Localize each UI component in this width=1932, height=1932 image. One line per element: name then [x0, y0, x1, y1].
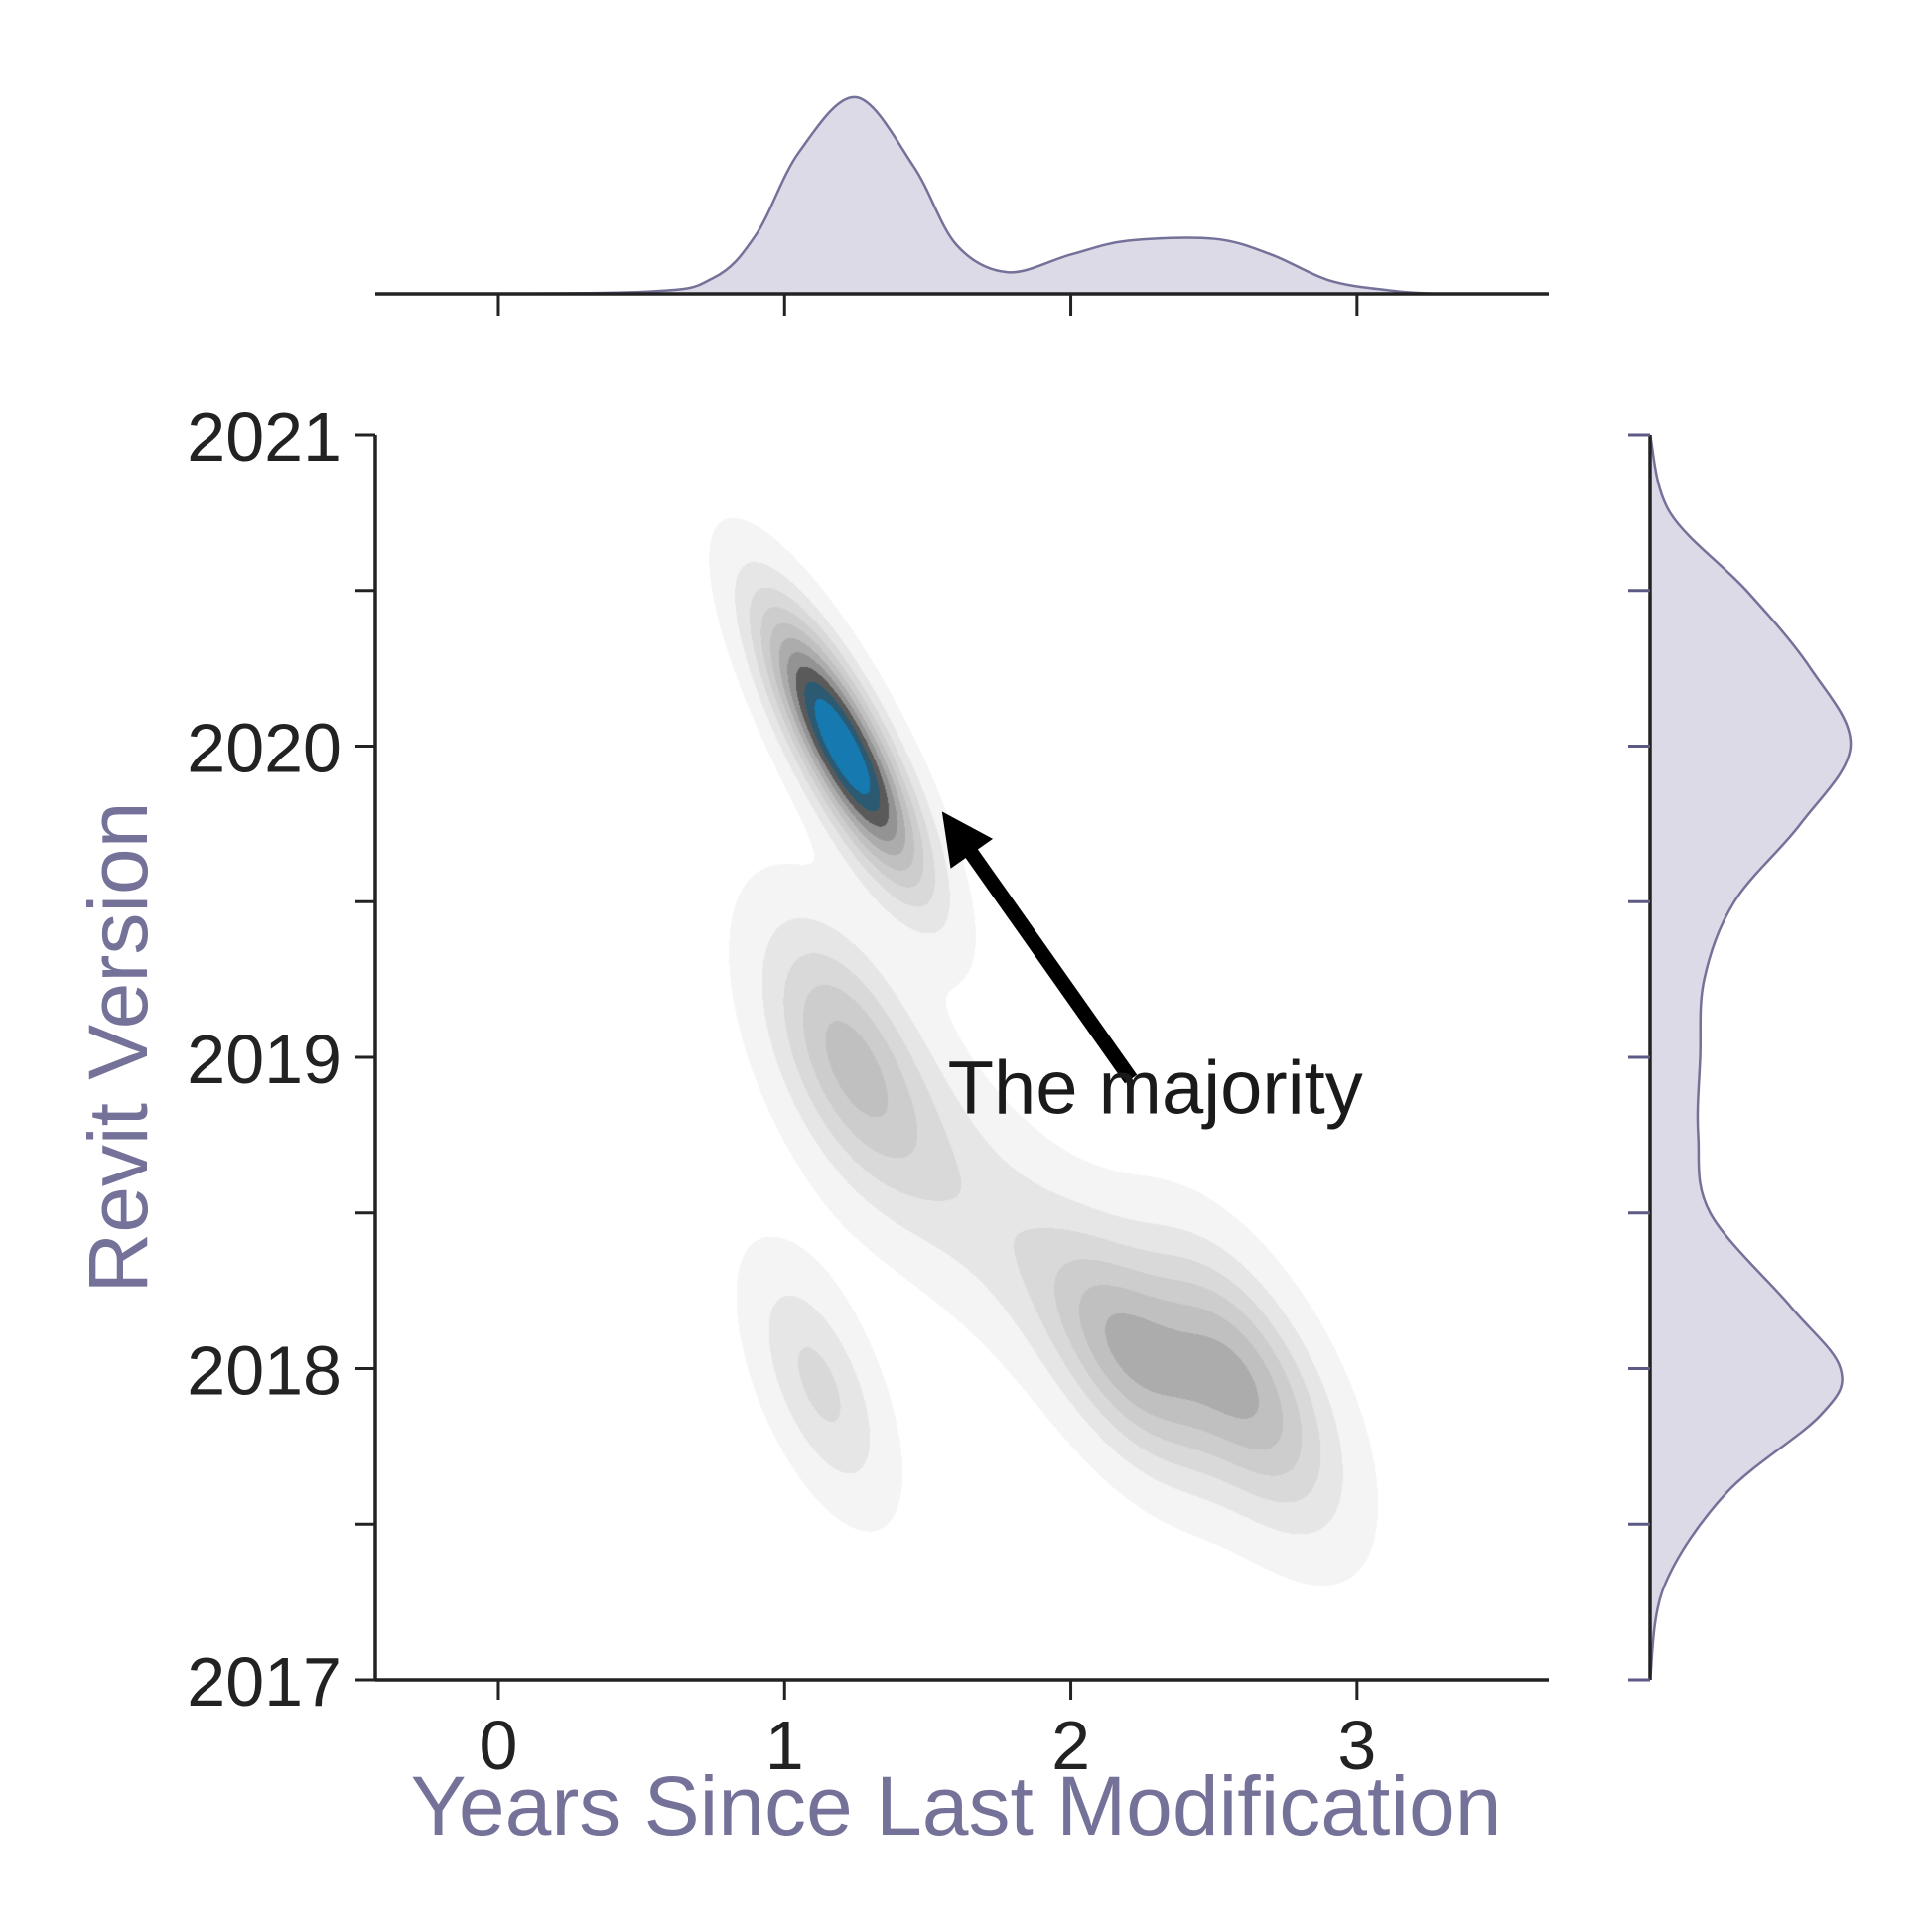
annotation: The majority	[941, 811, 1363, 1130]
y-tick-label: 2019	[187, 1021, 342, 1098]
annotation-arrow-shaft	[962, 844, 1138, 1084]
right-marginal-fill	[1650, 435, 1852, 1680]
axes: 0 1 2 3 2017 2018 2019 2020 2021	[187, 398, 1549, 1784]
top-marginal-fill	[375, 96, 1549, 295]
annotation-text: The majority	[948, 1045, 1363, 1130]
x-tick-label: 3	[1337, 1707, 1376, 1784]
top-marginal-density	[374, 95, 1550, 316]
y-tick-label: 2021	[187, 398, 342, 476]
density-contour-image	[375, 435, 1549, 1680]
right-marginal-line	[1648, 434, 1853, 1681]
y-axis-title: Revit Version	[71, 802, 165, 1294]
x-tick-label: 2	[1051, 1707, 1090, 1784]
y-tick-label: 2017	[187, 1643, 342, 1721]
right-marginal-density	[1628, 433, 1853, 1682]
annotation-arrow-head	[941, 811, 994, 869]
x-tick-label: 1	[765, 1707, 804, 1784]
y-tick-label: 2018	[187, 1332, 342, 1410]
top-marginal-line	[374, 95, 1550, 296]
y-tick-label: 2020	[187, 710, 342, 787]
density-contours	[375, 435, 1549, 1680]
x-tick-label: 0	[479, 1707, 517, 1784]
x-axis-title: Years Since Last Modification	[411, 1759, 1502, 1853]
